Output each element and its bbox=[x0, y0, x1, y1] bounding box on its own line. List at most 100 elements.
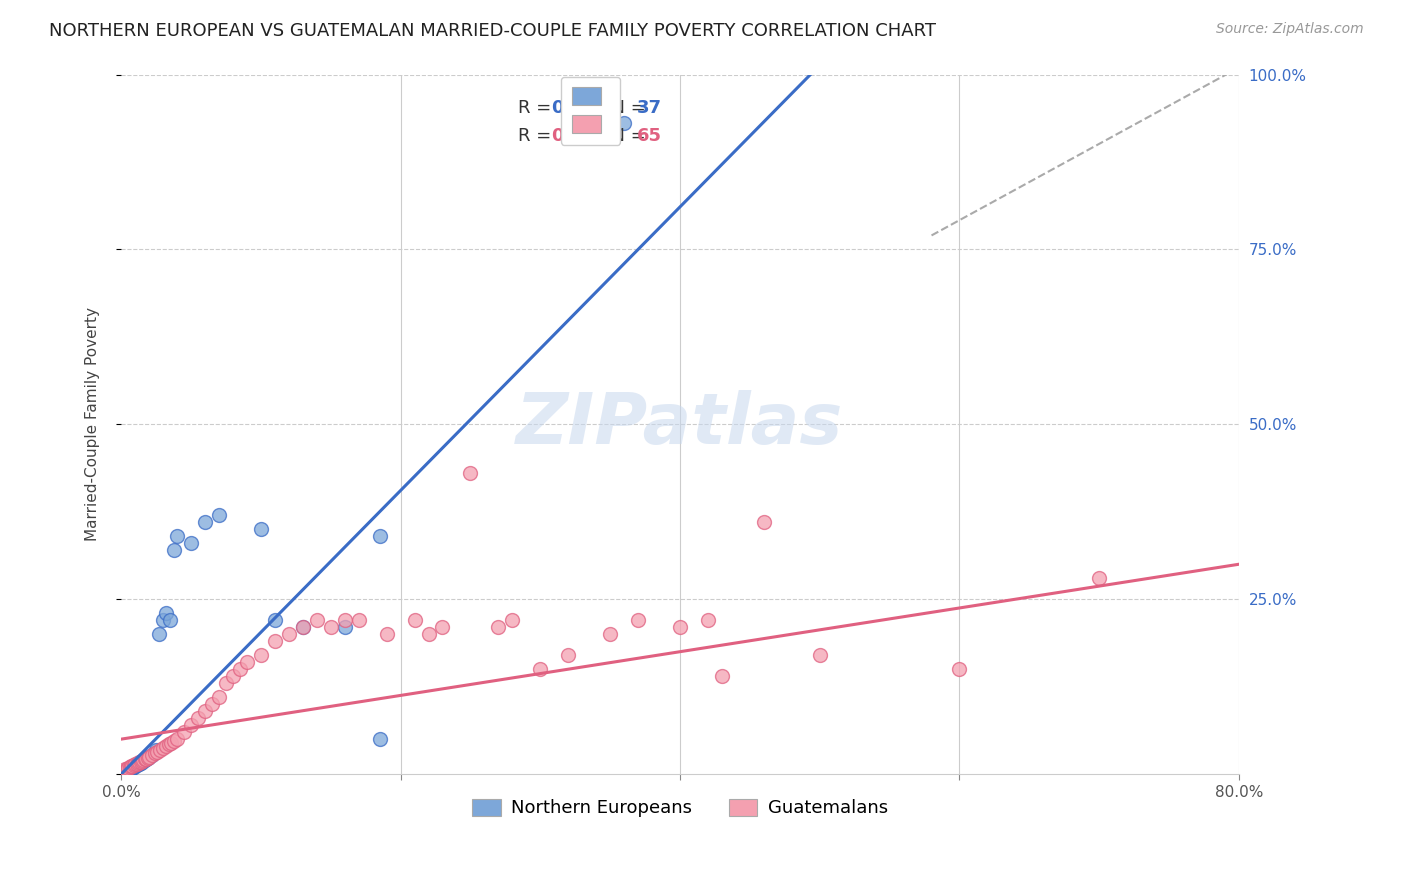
Point bbox=[1088, 571, 1111, 585]
Point bbox=[194, 516, 217, 530]
Point bbox=[215, 676, 238, 690]
Point bbox=[132, 754, 155, 768]
Point bbox=[613, 116, 636, 130]
Point bbox=[128, 756, 150, 770]
Point bbox=[134, 752, 156, 766]
Point bbox=[135, 752, 157, 766]
Point bbox=[121, 758, 143, 772]
Point bbox=[194, 704, 217, 718]
Point bbox=[163, 543, 186, 558]
Point bbox=[152, 613, 174, 627]
Point bbox=[752, 516, 775, 530]
Point bbox=[250, 522, 273, 536]
Point bbox=[627, 613, 650, 627]
Point bbox=[347, 613, 370, 627]
Point bbox=[180, 718, 202, 732]
Point bbox=[163, 733, 186, 747]
Point bbox=[305, 613, 328, 627]
Point bbox=[155, 739, 177, 753]
Text: NORTHERN EUROPEAN VS GUATEMALAN MARRIED-COUPLE FAMILY POVERTY CORRELATION CHART: NORTHERN EUROPEAN VS GUATEMALAN MARRIED-… bbox=[49, 22, 936, 40]
Point bbox=[145, 742, 167, 756]
Point bbox=[948, 662, 970, 676]
Point bbox=[115, 764, 138, 778]
Point bbox=[808, 648, 831, 663]
Point bbox=[122, 760, 145, 774]
Point bbox=[134, 753, 156, 767]
Point bbox=[486, 620, 509, 634]
Point bbox=[557, 648, 579, 663]
Point bbox=[404, 613, 426, 627]
Text: 0.415: 0.415 bbox=[551, 127, 609, 145]
Point bbox=[121, 761, 143, 775]
Point bbox=[160, 736, 183, 750]
Point bbox=[166, 732, 188, 747]
Point bbox=[117, 763, 139, 777]
Point bbox=[157, 737, 180, 751]
Point bbox=[129, 756, 152, 770]
Point bbox=[166, 529, 188, 543]
Point bbox=[138, 749, 160, 764]
Point bbox=[333, 620, 356, 634]
Text: 37: 37 bbox=[637, 99, 661, 117]
Point bbox=[143, 746, 166, 760]
Text: R =: R = bbox=[517, 127, 557, 145]
Point bbox=[127, 756, 149, 770]
Point bbox=[141, 747, 163, 762]
Point bbox=[529, 662, 551, 676]
Point bbox=[148, 627, 170, 641]
Point bbox=[118, 760, 141, 774]
Point bbox=[229, 662, 252, 676]
Point bbox=[112, 764, 135, 778]
Point bbox=[599, 627, 621, 641]
Point bbox=[146, 745, 169, 759]
Point bbox=[263, 634, 285, 648]
Point bbox=[124, 758, 146, 772]
Text: Source: ZipAtlas.com: Source: ZipAtlas.com bbox=[1216, 22, 1364, 37]
Text: 0.747: 0.747 bbox=[551, 99, 609, 117]
Point bbox=[115, 762, 138, 776]
Point bbox=[141, 748, 163, 763]
Point bbox=[291, 620, 314, 634]
Point bbox=[131, 754, 153, 768]
Text: N =: N = bbox=[599, 127, 651, 145]
Legend: Northern Europeans, Guatemalans: Northern Europeans, Guatemalans bbox=[464, 791, 896, 824]
Point bbox=[375, 627, 398, 641]
Point bbox=[135, 752, 157, 766]
Text: N =: N = bbox=[599, 99, 651, 117]
Point bbox=[236, 655, 259, 669]
Point bbox=[173, 725, 195, 739]
Point bbox=[131, 755, 153, 769]
Point bbox=[128, 756, 150, 771]
Point bbox=[120, 759, 142, 773]
Y-axis label: Married-Couple Family Poverty: Married-Couple Family Poverty bbox=[86, 308, 100, 541]
Point bbox=[250, 648, 273, 663]
Point bbox=[120, 762, 142, 776]
Point bbox=[319, 620, 342, 634]
Point bbox=[136, 751, 159, 765]
Point bbox=[124, 757, 146, 772]
Point bbox=[418, 627, 440, 641]
Point bbox=[136, 751, 159, 765]
Point bbox=[132, 753, 155, 767]
Point bbox=[127, 757, 149, 772]
Point bbox=[149, 742, 172, 756]
Point bbox=[222, 669, 245, 683]
Text: ZIPatlas: ZIPatlas bbox=[516, 390, 844, 458]
Point bbox=[155, 606, 177, 620]
Point bbox=[114, 762, 136, 776]
Point bbox=[152, 740, 174, 755]
Point bbox=[432, 620, 454, 634]
Point bbox=[697, 613, 720, 627]
Point bbox=[159, 613, 181, 627]
Point bbox=[277, 627, 299, 641]
Point bbox=[118, 762, 141, 776]
Point bbox=[368, 529, 391, 543]
Point bbox=[208, 690, 231, 705]
Point bbox=[501, 613, 523, 627]
Point bbox=[201, 697, 224, 711]
Point bbox=[122, 758, 145, 772]
Text: R =: R = bbox=[517, 99, 557, 117]
Text: 65: 65 bbox=[637, 127, 661, 145]
Point bbox=[368, 732, 391, 747]
Point bbox=[669, 620, 692, 634]
